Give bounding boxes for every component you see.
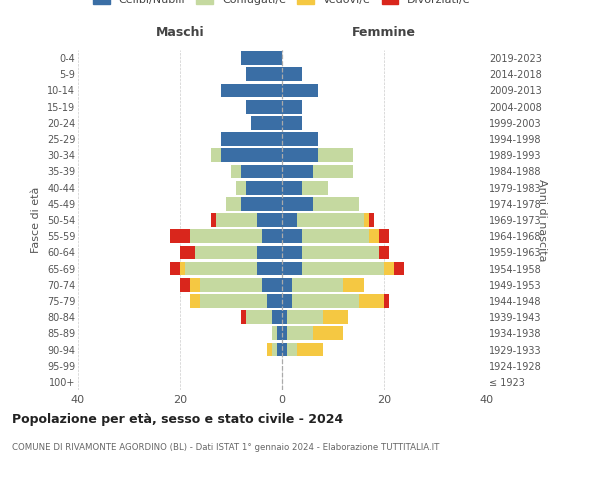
Text: Femmine: Femmine <box>352 26 416 38</box>
Bar <box>262 230 282 243</box>
Bar <box>313 326 343 340</box>
Bar <box>241 310 247 324</box>
Bar <box>282 100 302 114</box>
Bar <box>180 246 196 260</box>
Bar <box>277 342 282 356</box>
Bar <box>318 148 353 162</box>
Bar <box>190 230 262 243</box>
Bar <box>257 262 282 276</box>
Bar <box>185 262 257 276</box>
Bar <box>247 180 282 194</box>
Bar <box>379 246 389 260</box>
Y-axis label: Anni di nascita: Anni di nascita <box>537 179 547 261</box>
Bar <box>379 230 389 243</box>
Y-axis label: Fasce di età: Fasce di età <box>31 187 41 253</box>
Bar <box>282 342 287 356</box>
Bar <box>292 278 343 291</box>
Bar <box>282 262 302 276</box>
Bar <box>170 230 190 243</box>
Bar <box>287 342 298 356</box>
Bar <box>302 230 369 243</box>
Bar <box>267 342 272 356</box>
Bar <box>323 310 349 324</box>
Bar <box>216 213 257 227</box>
Bar <box>282 148 318 162</box>
Bar <box>231 164 241 178</box>
Bar <box>282 310 287 324</box>
Bar <box>384 262 394 276</box>
Bar <box>211 148 221 162</box>
Bar <box>262 278 282 291</box>
Bar <box>282 213 298 227</box>
Bar <box>313 164 353 178</box>
Bar <box>394 262 404 276</box>
Bar <box>282 197 313 210</box>
Text: Maschi: Maschi <box>155 26 205 38</box>
Bar <box>257 213 282 227</box>
Bar <box>247 310 272 324</box>
Bar <box>282 246 302 260</box>
Bar <box>241 164 282 178</box>
Bar <box>282 132 318 146</box>
Bar <box>272 326 277 340</box>
Bar <box>343 278 364 291</box>
Bar <box>282 116 302 130</box>
Bar <box>200 294 267 308</box>
Bar <box>292 294 359 308</box>
Bar <box>313 197 359 210</box>
Bar <box>282 278 292 291</box>
Bar <box>282 230 302 243</box>
Bar <box>287 326 313 340</box>
Text: COMUNE DI RIVAMONTE AGORDINO (BL) - Dati ISTAT 1° gennaio 2024 - Elaborazione TU: COMUNE DI RIVAMONTE AGORDINO (BL) - Dati… <box>12 442 439 452</box>
Bar <box>226 197 241 210</box>
Bar <box>257 246 282 260</box>
Bar <box>241 51 282 65</box>
Bar <box>302 180 328 194</box>
Bar <box>267 294 282 308</box>
Bar <box>298 213 364 227</box>
Bar <box>170 262 180 276</box>
Bar <box>272 342 277 356</box>
Bar <box>236 180 247 194</box>
Bar <box>282 164 313 178</box>
Text: Popolazione per età, sesso e stato civile - 2024: Popolazione per età, sesso e stato civil… <box>12 412 343 426</box>
Bar <box>282 326 287 340</box>
Bar <box>384 294 389 308</box>
Bar <box>302 246 379 260</box>
Bar <box>247 68 282 81</box>
Bar <box>364 213 369 227</box>
Bar <box>200 278 262 291</box>
Bar <box>221 84 282 98</box>
Bar <box>180 262 185 276</box>
Bar <box>211 213 216 227</box>
Bar <box>221 132 282 146</box>
Bar <box>196 246 257 260</box>
Bar <box>369 230 379 243</box>
Bar <box>190 294 200 308</box>
Bar <box>247 100 282 114</box>
Bar <box>287 310 323 324</box>
Bar <box>282 294 292 308</box>
Bar <box>282 68 302 81</box>
Bar <box>359 294 384 308</box>
Bar <box>190 278 200 291</box>
Bar <box>241 197 282 210</box>
Bar <box>298 342 323 356</box>
Bar <box>302 262 384 276</box>
Bar <box>369 213 374 227</box>
Bar <box>251 116 282 130</box>
Legend: Celibi/Nubili, Coniugati/e, Vedovi/e, Divorziati/e: Celibi/Nubili, Coniugati/e, Vedovi/e, Di… <box>93 0 471 5</box>
Bar <box>221 148 282 162</box>
Bar <box>272 310 282 324</box>
Bar <box>282 180 302 194</box>
Bar <box>282 84 318 98</box>
Bar <box>277 326 282 340</box>
Bar <box>180 278 190 291</box>
